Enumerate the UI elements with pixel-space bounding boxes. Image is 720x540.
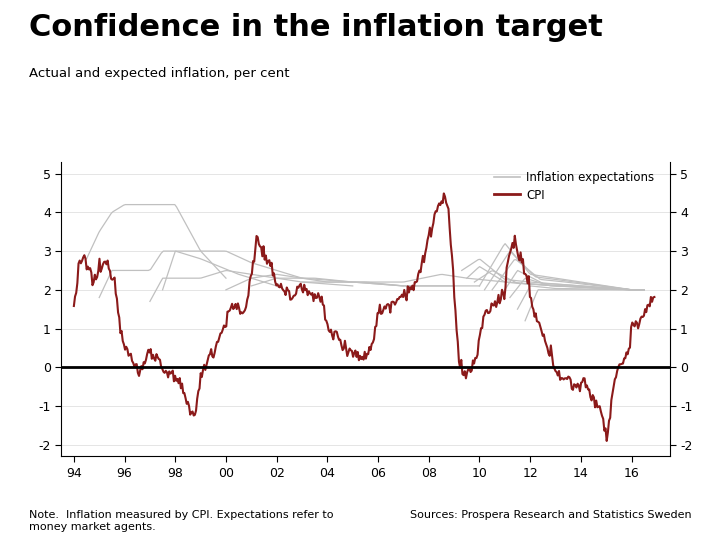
Text: Confidence in the inflation target: Confidence in the inflation target (29, 14, 603, 43)
Text: SVERIGES
RIKSBANK: SVERIGES RIKSBANK (646, 50, 686, 63)
Text: Actual and expected inflation, per cent: Actual and expected inflation, per cent (29, 68, 289, 80)
Legend: Inflation expectations, CPI: Inflation expectations, CPI (490, 168, 657, 205)
Text: Sources: Prospera Research and Statistics Sweden: Sources: Prospera Research and Statistic… (410, 510, 691, 521)
Text: Note.  Inflation measured by CPI. Expectations refer to
money market agents.: Note. Inflation measured by CPI. Expecta… (29, 510, 333, 532)
